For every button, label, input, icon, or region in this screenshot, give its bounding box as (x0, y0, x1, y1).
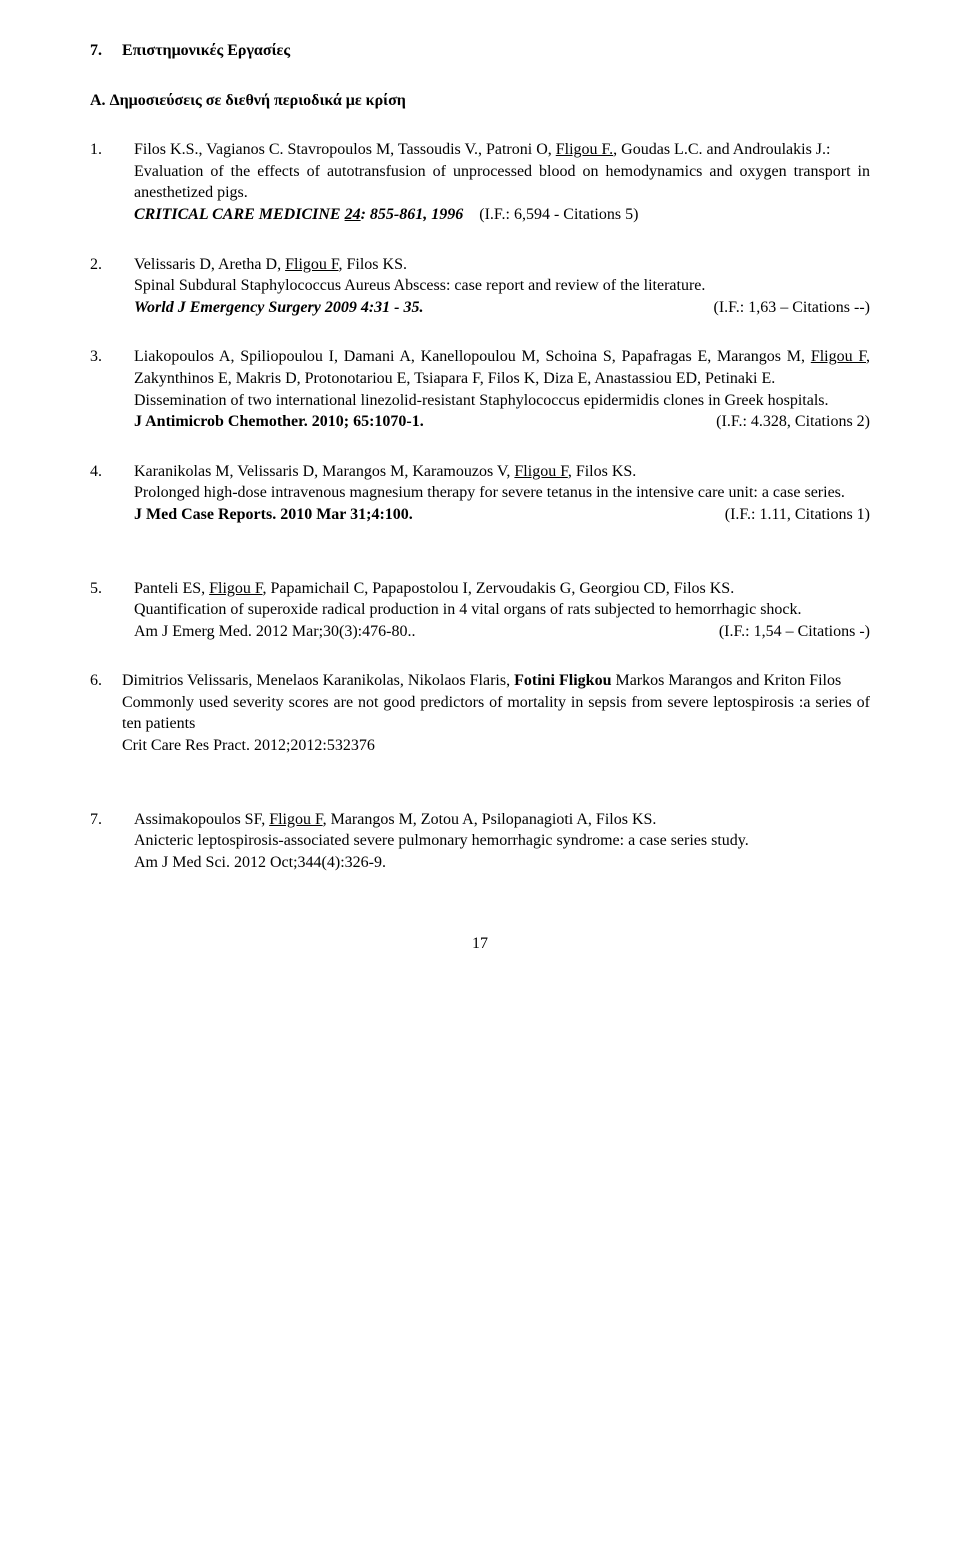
entry-body: Dimitrios Velissaris, Menelaos Karanikol… (122, 670, 870, 756)
reference-entry: 6. Dimitrios Velissaris, Menelaos Karani… (90, 670, 870, 756)
authors-line: Assimakopoulos SF, Fligou F, Marangos M,… (134, 809, 870, 831)
title-line: Anicteric leptospirosis-associated sever… (134, 830, 870, 852)
entry-number: 1. (90, 139, 134, 225)
section-number: 7. (90, 42, 102, 59)
journal-line: World J Emergency Surgery 2009 4:31 - 35… (134, 297, 870, 319)
section-heading: 7. Επιστημονικές Εργασίες (90, 40, 870, 62)
title-line: Dissemination of two international linez… (134, 390, 870, 412)
entry-body: Karanikolas M, Velissaris D, Marangos M,… (134, 461, 870, 526)
reference-entry: 2. Velissaris D, Aretha D, Fligou F, Fil… (90, 254, 870, 319)
entry-body: Assimakopoulos SF, Fligou F, Marangos M,… (134, 809, 870, 874)
entry-body: Liakopoulos A, Spiliopoulou I, Damani A,… (134, 346, 870, 432)
entry-number: 2. (90, 254, 134, 319)
journal-line: Am J Med Sci. 2012 Oct;344(4):326-9. (134, 852, 870, 874)
authors-line: Karanikolas M, Velissaris D, Marangos M,… (134, 461, 870, 483)
journal-line: Am J Emerg Med. 2012 Mar;30(3):476-80.. … (134, 621, 870, 643)
title-line: Evaluation of the effects of autotransfu… (134, 161, 870, 204)
authors-line: Velissaris D, Aretha D, Fligou F, Filos … (134, 254, 870, 276)
entry-number: 4. (90, 461, 134, 526)
entry-body: Velissaris D, Aretha D, Fligou F, Filos … (134, 254, 870, 319)
entry-body: Filos K.S., Vagianos C. Stavropoulos M, … (134, 139, 870, 225)
authors-line: Panteli ES, Fligou F, Papamichail C, Pap… (134, 578, 870, 600)
entry-number: 7. (90, 809, 134, 874)
reference-entry: 7. Assimakopoulos SF, Fligou F, Marangos… (90, 809, 870, 874)
title-line: Spinal Subdural Staphylococcus Aureus Ab… (134, 275, 870, 297)
journal-line: J Med Case Reports. 2010 Mar 31;4:100. (… (134, 504, 870, 526)
reference-entry: 4. Karanikolas M, Velissaris D, Marangos… (90, 461, 870, 526)
title-line: Prolonged high-dose intravenous magnesiu… (134, 482, 870, 504)
entry-body: Panteli ES, Fligou F, Papamichail C, Pap… (134, 578, 870, 643)
page-number: 17 (90, 933, 870, 955)
subsection-heading: A. Δημοσιεύσεις σε διεθνή περιοδικά με κ… (90, 90, 870, 112)
subsection-title: Δημοσιεύσεις σε διεθνή περιοδικά με κρίσ… (110, 92, 406, 109)
authors-line: Filos K.S., Vagianos C. Stavropoulos M, … (134, 139, 870, 161)
entry-number: 3. (90, 346, 134, 432)
title-line: Quantification of superoxide radical pro… (134, 599, 870, 621)
section-title: Επιστημονικές Εργασίες (122, 42, 290, 59)
title-line: Commonly used severity scores are not go… (122, 692, 870, 735)
reference-entry: 1. Filos K.S., Vagianos C. Stavropoulos … (90, 139, 870, 225)
reference-entry: 3. Liakopoulos A, Spiliopoulou I, Damani… (90, 346, 870, 432)
authors-line: Liakopoulos A, Spiliopoulou I, Damani A,… (134, 346, 870, 389)
authors-line: Dimitrios Velissaris, Menelaos Karanikol… (122, 670, 870, 692)
reference-entry: 5. Panteli ES, Fligou F, Papamichail C, … (90, 578, 870, 643)
journal-line: Crit Care Res Pract. 2012;2012:532376 (122, 735, 870, 757)
subsection-label: A. (90, 92, 106, 109)
entry-number: 5. (90, 578, 134, 643)
journal-line: CRITICAL CARE MEDICINE 24: 855-861, 1996… (134, 204, 870, 226)
journal-line: J Antimicrob Chemother. 2010; 65:1070-1.… (134, 411, 870, 433)
